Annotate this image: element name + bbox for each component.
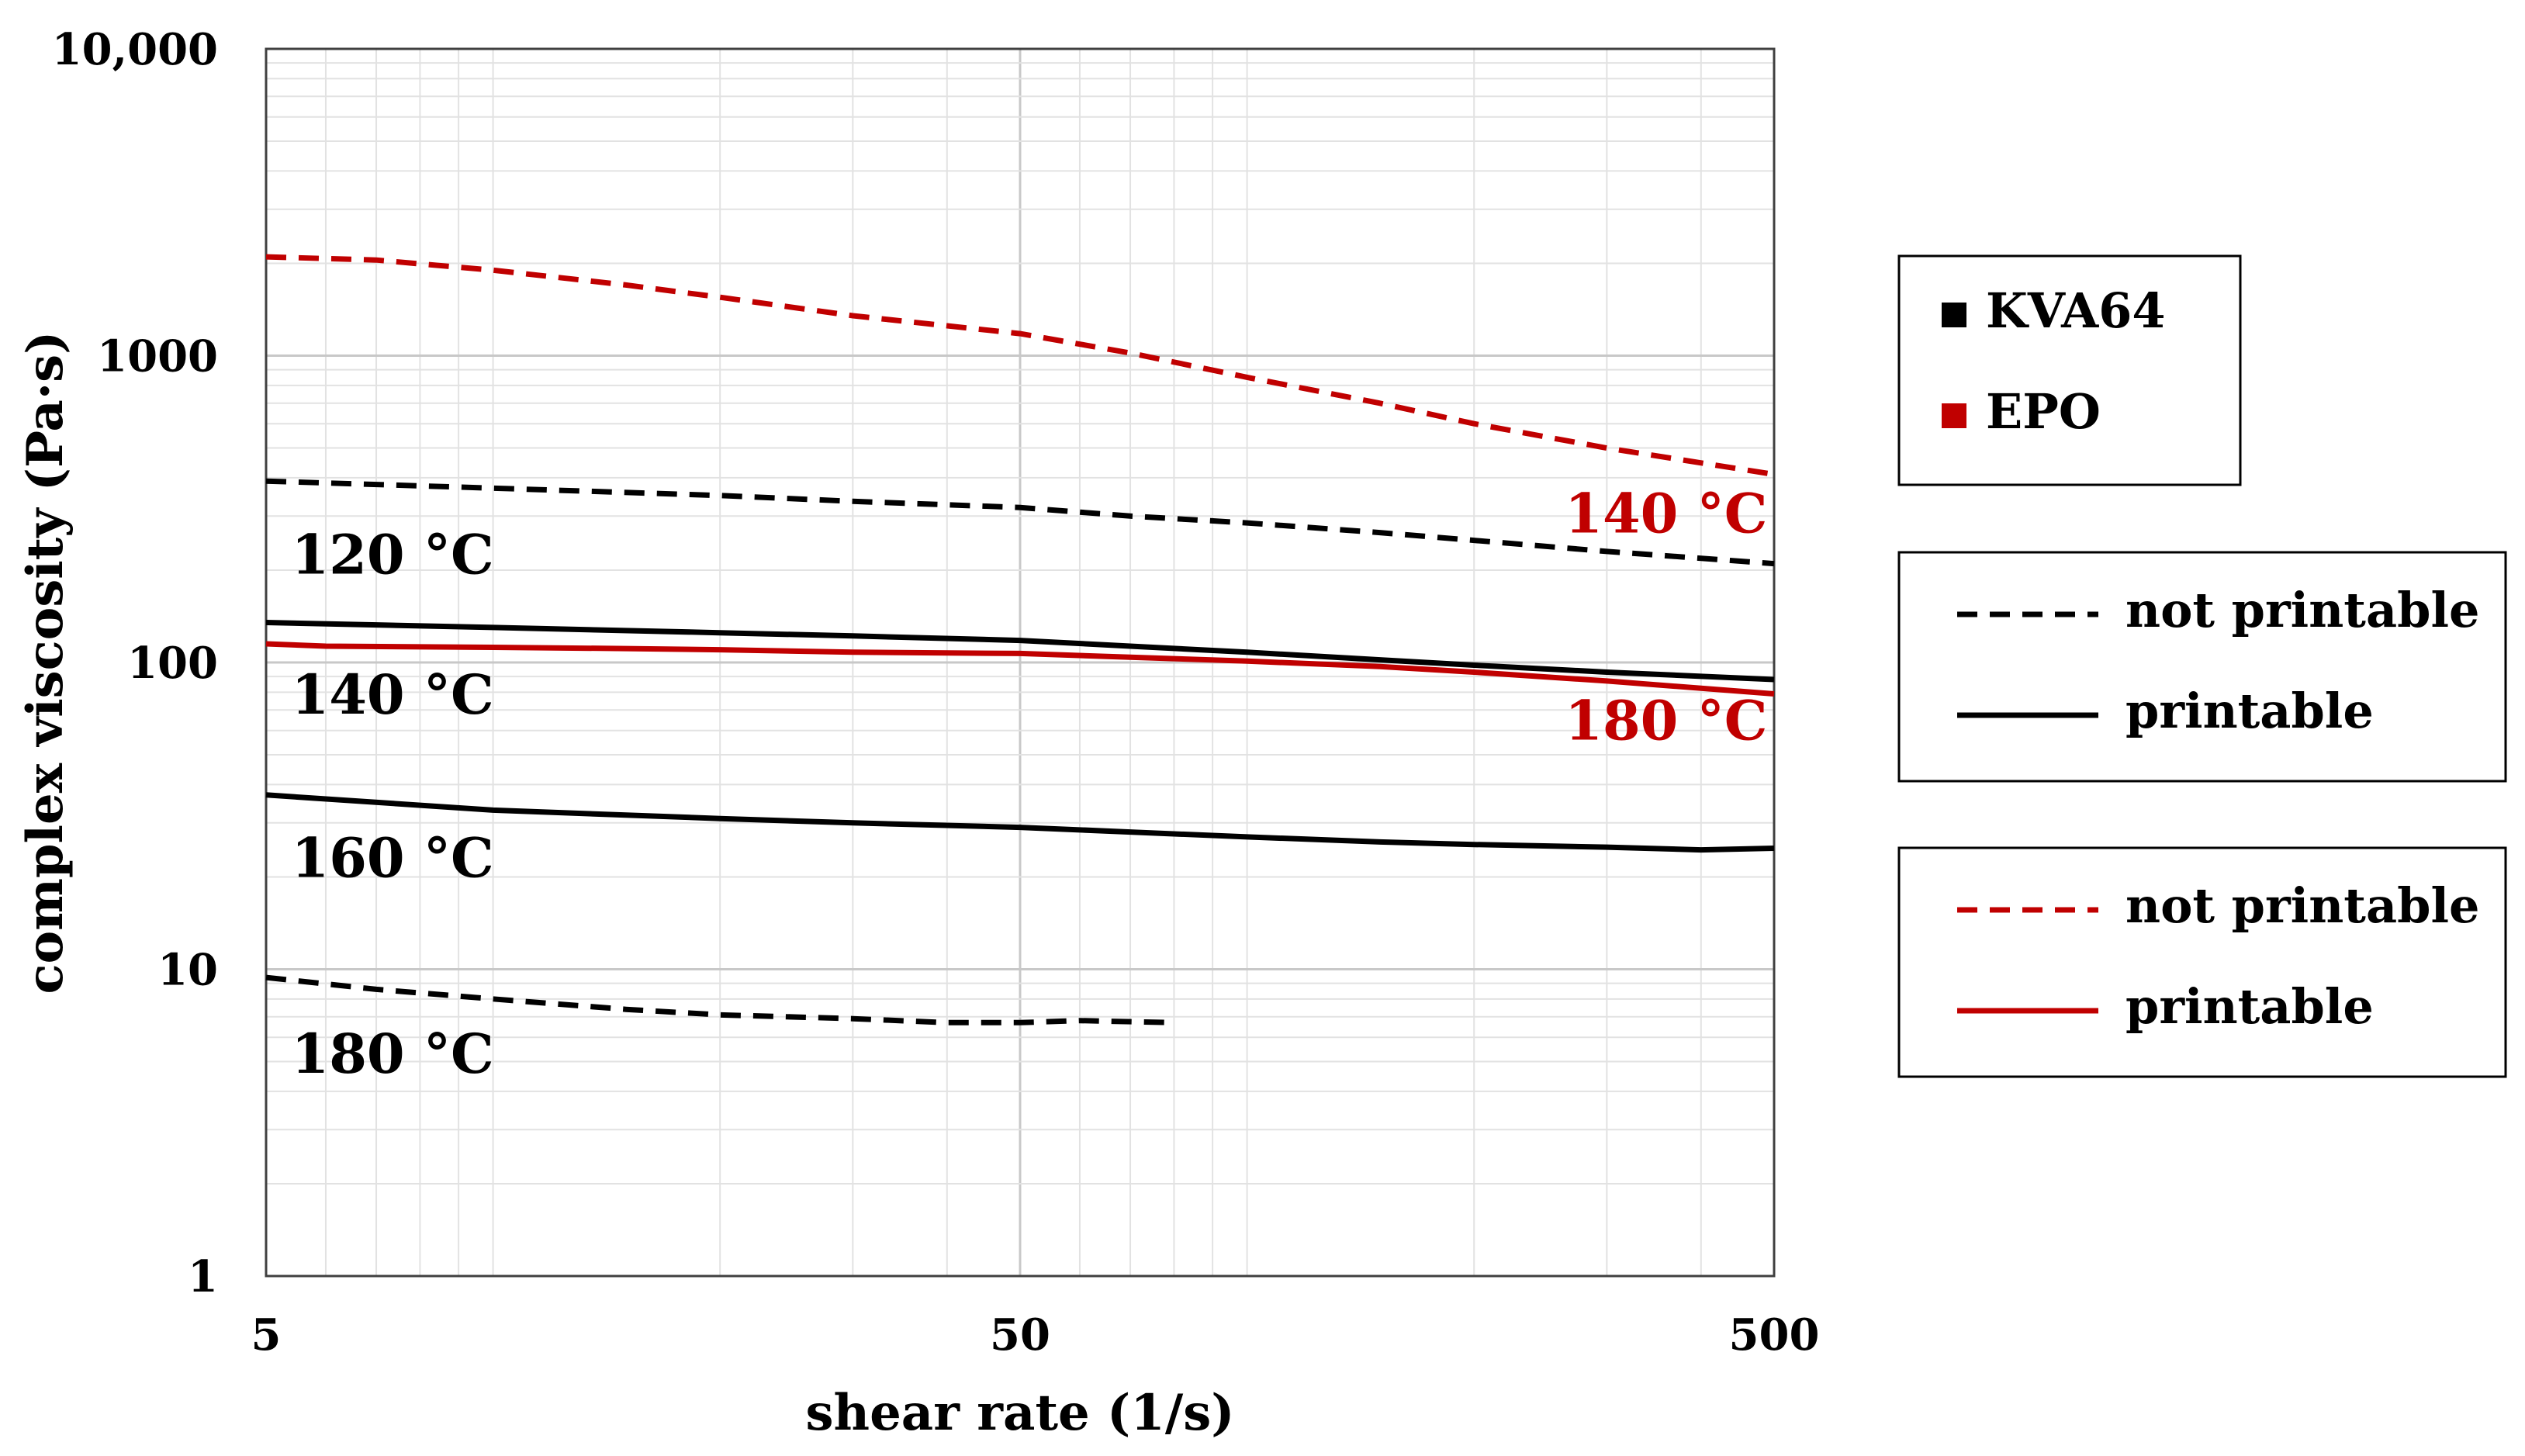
legend-materials-box: [1897, 254, 2242, 486]
y-tick-label: 1: [188, 1251, 218, 1302]
y-tick-label: 10,000: [52, 24, 218, 75]
series-epo-140c-dashed: [265, 254, 1775, 478]
legend-epo-box: [1897, 846, 2507, 1078]
x-tick-label: 5: [251, 1309, 282, 1361]
series-kva64-120c-dashed: [265, 478, 1775, 567]
x-axis-title: shear rate (1/s): [806, 1384, 1235, 1442]
legend-kva64-box: [1897, 551, 2507, 783]
series-epo-180c-solid: [265, 641, 1775, 697]
series-kva64-160c-solid: [265, 792, 1775, 853]
legend-epo-styles: not printable printable: [1897, 846, 2507, 1078]
y-tick-label: 1000: [97, 331, 218, 382]
legend-label-kva64-printable: printable: [2125, 683, 2374, 739]
y-tick-labels: 1 10 100 1000 10,000: [52, 24, 218, 1302]
temperature-label: 140 °C: [1565, 482, 1767, 546]
series-group: [265, 254, 1775, 1025]
temperature-label: 140 °C: [291, 662, 493, 727]
plot-area-frame: [265, 47, 1776, 1278]
series-kva64-140c-solid: [265, 620, 1775, 683]
legend-label-epo-printable: printable: [2125, 978, 2374, 1035]
legend-label-kva64-not-printable: not printable: [2125, 582, 2479, 638]
legend-kva64-styles: not printable printable: [1897, 551, 2507, 783]
temperature-annotations: 120 °C 140 °C 160 °C 180 °C 140 °C 180 °C: [291, 482, 1767, 1086]
temperature-label: 160 °C: [291, 825, 493, 890]
legend-label-epo-not-printable: not printable: [2125, 877, 2479, 934]
temperature-label: 180 °C: [291, 1022, 493, 1086]
y-tick-label: 100: [127, 638, 218, 689]
legend-label-kva64: KVA64: [1986, 282, 2166, 339]
x-tick-labels: 5 50 500: [251, 1309, 1820, 1361]
series-kva64-180c-dashed: [265, 974, 1174, 1025]
legend-materials: KVA64 EPO: [1897, 254, 2242, 486]
y-axis-title: complex viscosity (Pa·s): [16, 331, 74, 994]
legend-swatch-kva64: [1942, 303, 1966, 327]
legend-swatch-epo: [1942, 403, 1966, 428]
temperature-label: 180 °C: [1565, 689, 1767, 753]
x-tick-label: 50: [990, 1309, 1050, 1361]
legend-label-epo: EPO: [1986, 383, 2101, 440]
temperature-label: 120 °C: [291, 522, 493, 586]
y-tick-label: 10: [157, 945, 218, 996]
x-tick-label: 500: [1729, 1309, 1820, 1361]
